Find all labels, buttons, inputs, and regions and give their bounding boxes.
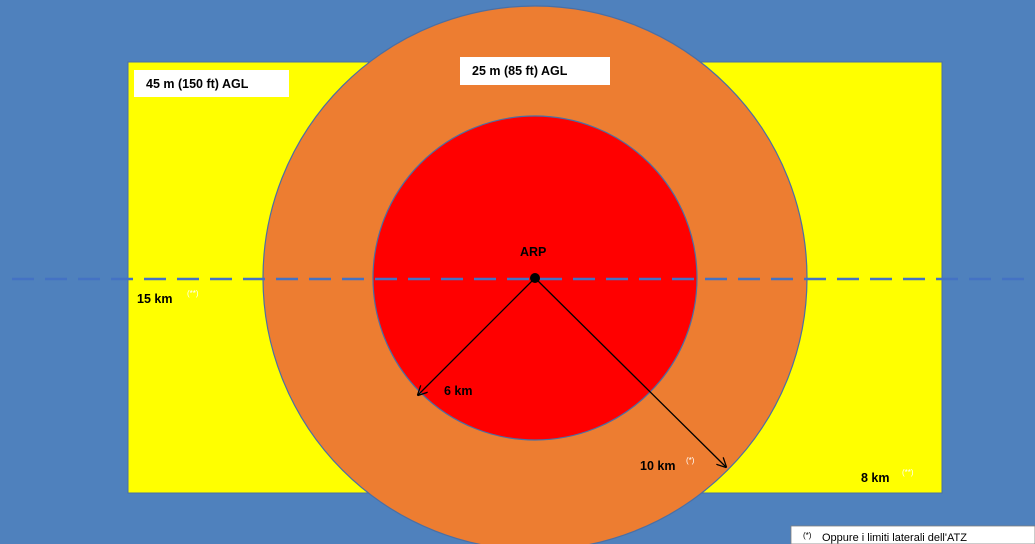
- arp-point: [530, 273, 540, 283]
- footnote-marker: (*): [803, 531, 812, 540]
- length-marker: (**): [187, 289, 199, 298]
- yellow-zone-label-box: [134, 70, 289, 97]
- orange-zone-label: 25 m (85 ft) AGL: [472, 64, 568, 78]
- yellow-zone-label: 45 m (150 ft) AGL: [146, 77, 249, 91]
- footnote-text: Oppure i limiti laterali dell'ATZ: [822, 532, 967, 544]
- arp-label: ARP: [520, 245, 546, 259]
- length-label: 15 km: [137, 292, 172, 306]
- radius-outer-arrow: [534, 277, 726, 467]
- radius-outer-marker: (*): [686, 456, 695, 465]
- width-label: 8 km: [861, 471, 890, 485]
- width-marker: (**): [902, 468, 914, 477]
- radius-outer-label: 10 km: [640, 459, 675, 473]
- radius-inner-arrow: [418, 277, 536, 395]
- orange-zone-label-box: [460, 57, 610, 85]
- footnote-box: [790, 525, 1035, 544]
- radius-inner-label: 6 km: [444, 384, 473, 398]
